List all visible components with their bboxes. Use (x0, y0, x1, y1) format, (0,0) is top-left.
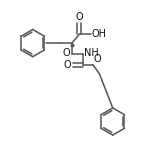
Text: O: O (63, 48, 71, 58)
Text: NH: NH (84, 48, 99, 58)
Text: OH: OH (92, 29, 107, 39)
Text: O: O (75, 12, 83, 22)
Text: O: O (94, 54, 101, 64)
Text: O: O (64, 60, 72, 70)
